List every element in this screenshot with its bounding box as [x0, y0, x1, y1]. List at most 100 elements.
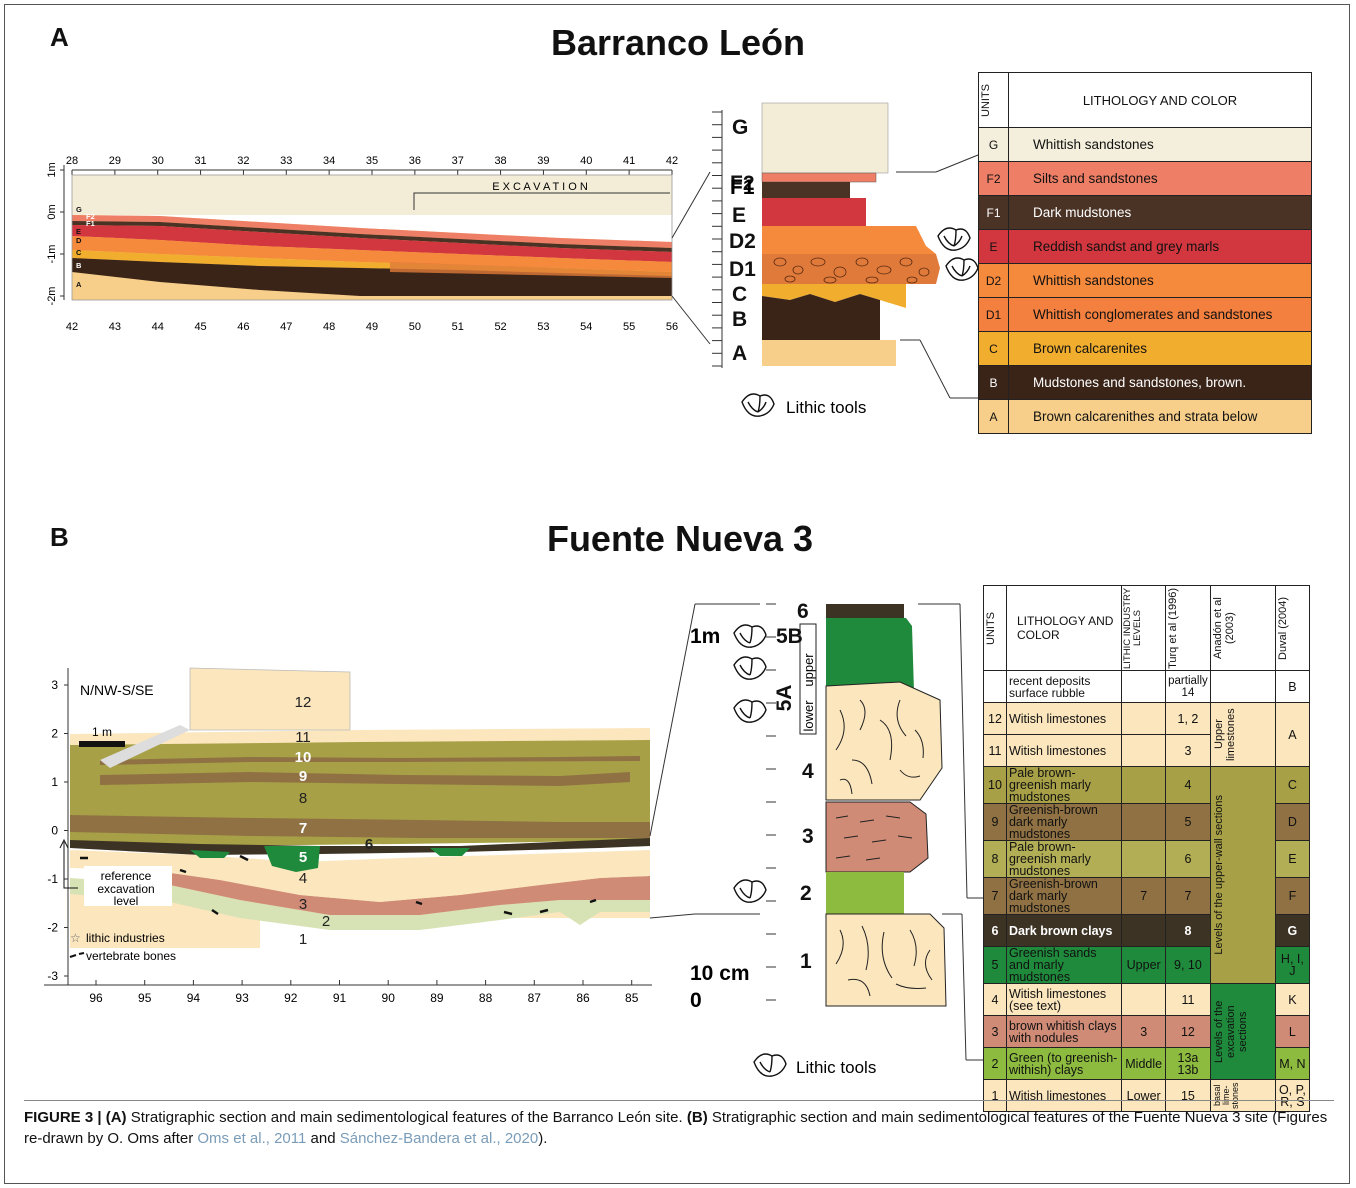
- column-b-1-cracks: [835, 925, 933, 997]
- x-tick-label: 95: [138, 991, 152, 1005]
- bone-legend-icon: [69, 952, 85, 958]
- top-tick-label: 32: [237, 155, 249, 167]
- column-b-5: [826, 618, 914, 692]
- svg-text:11: 11: [295, 729, 311, 746]
- svg-text:1: 1: [800, 950, 812, 973]
- bottom-tick-label: 45: [194, 321, 206, 333]
- svg-text:8: 8: [299, 790, 307, 807]
- svg-text:4: 4: [802, 760, 814, 783]
- table-b-lithology: Greenish sands and marly mudstones: [1005, 946, 1123, 984]
- column-b: upper lower 6 5B 5A 4 3 2 1 1m 10 cm 0: [690, 600, 947, 1012]
- table-b-duval: K: [1274, 983, 1311, 1016]
- svg-text:F2: F2: [86, 212, 95, 221]
- table-b-row: 3 brown whitish clays with nodules 3 12 L: [983, 1015, 1311, 1048]
- svg-text:excavation: excavation: [97, 882, 154, 896]
- figure-caption: FIGURE 3 | (A) Stratigraphic section and…: [24, 1100, 1334, 1149]
- table-b-turq: 9, 10: [1165, 946, 1211, 984]
- bottom-tick-label: 56: [666, 321, 678, 333]
- table-a-row: F1 Dark mudstones: [978, 195, 1312, 230]
- table-b-unit: 1: [983, 1079, 1007, 1112]
- bottom-tick-label: 49: [366, 321, 378, 333]
- column-a: G F2 F1 E D2 D1 C B A F1: [712, 102, 940, 368]
- svg-text:5B: 5B: [776, 625, 803, 648]
- svg-text:2: 2: [800, 882, 812, 905]
- figure-frame: [4, 4, 1350, 1184]
- svg-text:3: 3: [802, 825, 814, 848]
- svg-text:1: 1: [299, 931, 307, 948]
- svg-text:A: A: [732, 342, 747, 365]
- section-a-layer-labels: G F2 F1 E D C B A: [76, 205, 95, 289]
- table-a-row: D1 Whittish conglomerates and sandstones: [978, 297, 1312, 332]
- table-b-lithology: Dark brown clays: [1005, 914, 1123, 947]
- lithic-tool-icon: [741, 227, 979, 417]
- bottom-tick-label: 42: [66, 321, 78, 333]
- star-icon: ☆: [70, 931, 81, 945]
- column-b-1: [825, 913, 947, 1007]
- vertebrate-bones-marks: [80, 854, 597, 916]
- svg-text:C: C: [732, 283, 747, 306]
- table-b-turq: 12: [1165, 1015, 1211, 1048]
- bottom-tick-label: 46: [237, 321, 249, 333]
- y-tick-label: -3: [47, 969, 58, 983]
- x-tick-label: 94: [187, 991, 201, 1005]
- column-a-a: [762, 340, 896, 366]
- table-b-lithic: Upper: [1121, 946, 1167, 984]
- excavation-label: E X C A V A T I O N: [492, 181, 588, 193]
- section-b-y-ticks: 3 2 1 0 -1 -2 -3: [47, 678, 68, 983]
- svg-text:D1: D1: [729, 258, 756, 281]
- y-tick-label: 2: [51, 727, 58, 741]
- x-tick-label: 91: [333, 991, 347, 1005]
- table-b-duval-header: Duval (2004): [1274, 585, 1311, 671]
- table-b-lithology: Pale brown-greenish marly mudstones: [1005, 840, 1123, 878]
- layer-b3-area: [150, 870, 650, 915]
- svg-text:G: G: [76, 205, 82, 214]
- orientation-label: N/NW-S/SE: [80, 682, 154, 698]
- section-a-top-ticks: 28 29 30 31 32 33 34 35 36 37 38 39 40 41 42: [66, 155, 678, 175]
- table-b-turq: 5: [1165, 803, 1211, 841]
- table-b-unit: 7: [983, 877, 1007, 915]
- bottom-tick-label: 47: [280, 321, 292, 333]
- layer-b7-area: [70, 815, 650, 838]
- reference-label: reference excavation level: [97, 869, 154, 908]
- top-tick-label: 31: [194, 155, 206, 167]
- table-a-row: D2 Whittish sandstones: [978, 263, 1312, 298]
- column-b-2: [826, 872, 904, 914]
- table-b-duval: H, I, J: [1274, 946, 1311, 984]
- layer-b10-area: [100, 756, 640, 765]
- caption-ref-oms[interactable]: Oms et al., 2011: [197, 1130, 307, 1147]
- x-tick-label: 92: [284, 991, 298, 1005]
- svg-text:9: 9: [299, 768, 307, 785]
- table-b-turq: 15: [1165, 1079, 1211, 1112]
- layer-b9-area: [100, 772, 630, 786]
- table-b-duval: A: [1274, 702, 1311, 767]
- layer-b11-area: [70, 728, 650, 745]
- table-b-units-header: UNITS: [983, 585, 1007, 671]
- table-a-lithology-header: LITHOLOGY AND COLOR: [1008, 72, 1312, 128]
- y-tick-label: 0: [51, 824, 58, 838]
- table-b-duval: C: [1274, 766, 1311, 804]
- caption-ref-sanchez[interactable]: Sánchez-Bandera et al., 2020: [339, 1130, 539, 1147]
- top-tick-label: 30: [152, 155, 164, 167]
- table-b-duval: E: [1274, 840, 1311, 878]
- column-b-4-cracks: [835, 699, 924, 795]
- svg-text:reference: reference: [101, 869, 152, 883]
- table-b-anadon-group: Levels of the upper-wall sections: [1209, 766, 1276, 984]
- table-b-lithology: Witish limestones: [1005, 1079, 1123, 1112]
- section-b-layer-labels: 12 11 10 9 8 7 6 5 4 3 2 1: [295, 694, 374, 948]
- table-a-row: A Brown calcarenithes and strata below: [978, 399, 1312, 434]
- y-tick-label: -2: [47, 921, 58, 935]
- table-a-unit: F2: [978, 161, 1009, 196]
- top-tick-label: 34: [323, 155, 335, 167]
- column-b-3: [825, 801, 929, 873]
- layer-b2-area: [70, 878, 650, 930]
- column-b-unit-labels: 6 5B 5A 4 3 2 1: [773, 600, 814, 973]
- bottom-tick-label: 54: [580, 321, 592, 333]
- bottom-tick-label: 50: [409, 321, 421, 333]
- x-tick-label: 93: [235, 991, 249, 1005]
- top-tick-label: 35: [366, 155, 378, 167]
- svg-text:12: 12: [295, 694, 312, 711]
- bottom-tick-label: 52: [494, 321, 506, 333]
- column-b-10cm-label: 10 cm: [690, 962, 750, 985]
